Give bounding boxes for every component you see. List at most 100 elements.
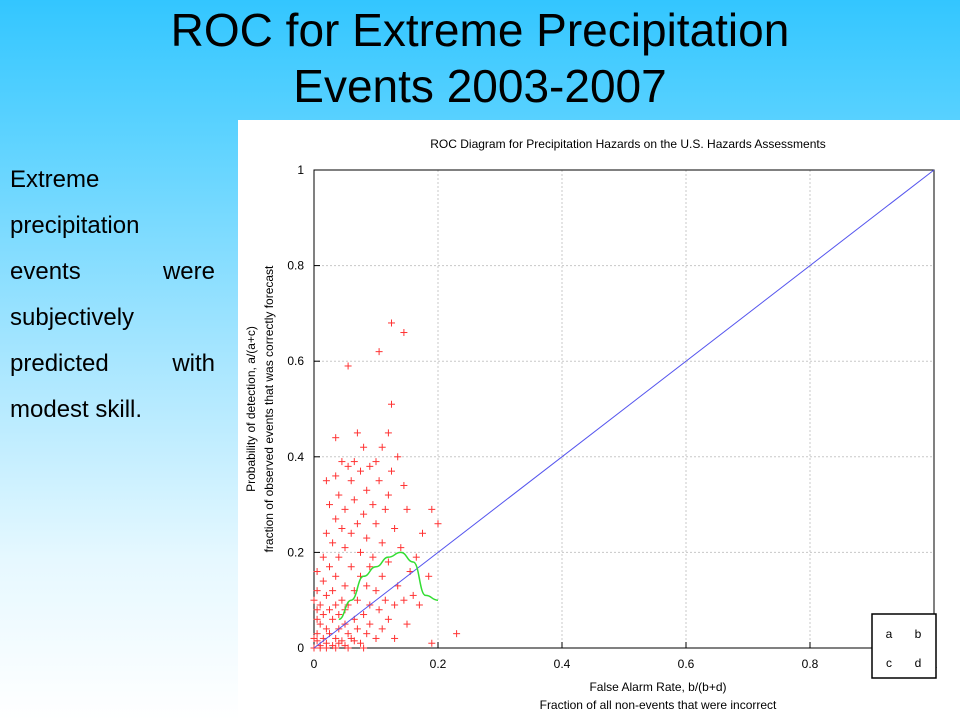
roc-point bbox=[391, 525, 399, 532]
roc-point bbox=[332, 472, 340, 480]
y-axis-label-line2: fraction of observed events that was cor… bbox=[262, 265, 276, 552]
roc-point bbox=[326, 501, 333, 509]
roc-point bbox=[403, 505, 411, 513]
plot-frame bbox=[313, 169, 935, 649]
roc-point bbox=[419, 529, 426, 537]
x-tick-label: 0.6 bbox=[678, 657, 695, 671]
roc-point bbox=[403, 620, 411, 628]
roc-point bbox=[341, 582, 349, 590]
x-tick-label: 0 bbox=[311, 657, 318, 671]
roc-point bbox=[372, 634, 380, 642]
contingency-table: a b c d bbox=[871, 613, 937, 679]
body-text: Extreme precipitation events were subject… bbox=[10, 157, 215, 433]
roc-point bbox=[316, 601, 324, 609]
roc-point bbox=[357, 548, 364, 556]
roc-point bbox=[375, 606, 383, 614]
roc-point bbox=[363, 582, 371, 590]
roc-point bbox=[322, 644, 330, 652]
slide-title-line2: Events 2003-2007 bbox=[293, 60, 667, 112]
roc-point bbox=[409, 591, 417, 599]
roc-chart: ROC Diagram for Precipitation Hazards on… bbox=[244, 137, 938, 712]
roc-point bbox=[428, 639, 436, 647]
roc-point bbox=[372, 458, 380, 466]
contingency-cell-d: d bbox=[915, 656, 922, 670]
roc-point bbox=[313, 615, 321, 623]
chart-grid bbox=[314, 170, 934, 648]
contingency-table-frame bbox=[871, 613, 937, 679]
roc-point bbox=[310, 634, 318, 642]
roc-point bbox=[338, 637, 346, 645]
roc-point bbox=[316, 644, 324, 652]
x-axis-label-line1: False Alarm Rate, b/(b+d) bbox=[589, 680, 726, 694]
roc-point bbox=[391, 601, 399, 609]
roc-point bbox=[384, 558, 392, 566]
roc-point bbox=[353, 520, 361, 528]
roc-point bbox=[363, 534, 371, 542]
roc-point bbox=[388, 400, 395, 408]
roc-point bbox=[400, 481, 408, 489]
roc-point bbox=[338, 596, 346, 604]
roc-point bbox=[332, 515, 340, 523]
roc-point bbox=[360, 510, 368, 518]
roc-point bbox=[319, 611, 327, 619]
y-tick-label: 0 bbox=[297, 641, 304, 655]
roc-point bbox=[363, 486, 371, 494]
roc-point bbox=[381, 505, 389, 513]
roc-point bbox=[372, 587, 380, 595]
roc-point bbox=[319, 553, 327, 561]
x-tick-label: 0.8 bbox=[802, 657, 819, 671]
roc-point bbox=[378, 572, 386, 580]
roc-point bbox=[415, 601, 423, 609]
roc-point bbox=[329, 615, 337, 623]
roc-point bbox=[369, 553, 377, 561]
roc-point bbox=[360, 611, 368, 619]
roc-point bbox=[378, 539, 386, 547]
roc-point bbox=[350, 637, 358, 645]
roc-point bbox=[357, 639, 364, 647]
roc-point bbox=[384, 429, 392, 437]
roc-point bbox=[332, 572, 340, 580]
y-tick-label: 0.2 bbox=[287, 545, 304, 559]
roc-point bbox=[375, 477, 383, 485]
roc-point bbox=[341, 505, 349, 513]
axis-ticks: 00.20.40.60.8100.20.40.60.81 bbox=[287, 163, 937, 671]
roc-point bbox=[344, 630, 352, 638]
body-line-6: modest skill. bbox=[10, 396, 143, 423]
roc-point bbox=[344, 362, 352, 370]
roc-point bbox=[335, 611, 343, 619]
roc-point bbox=[357, 467, 364, 475]
chart-title: ROC Diagram for Precipitation Hazards on… bbox=[430, 137, 825, 151]
roc-point bbox=[353, 429, 361, 437]
roc-point bbox=[360, 644, 368, 652]
no-skill-diagonal bbox=[313, 169, 935, 649]
y-axis-label-line1: Probability of detection, a/(a+c) bbox=[244, 326, 258, 492]
body-line-5: predicted with bbox=[10, 350, 215, 377]
x-tick-label: 0.4 bbox=[554, 657, 571, 671]
roc-point bbox=[369, 501, 377, 509]
roc-point bbox=[384, 615, 392, 623]
roc-point bbox=[344, 462, 352, 470]
roc-point bbox=[378, 625, 386, 633]
roc-point bbox=[350, 458, 358, 466]
roc-point bbox=[394, 453, 402, 461]
roc-point bbox=[366, 620, 374, 628]
roc-point bbox=[335, 491, 343, 499]
roc-point bbox=[329, 539, 337, 547]
roc-point bbox=[350, 496, 358, 504]
roc-point bbox=[353, 596, 361, 604]
slide-title: ROC for Extreme Precipitation Events 200… bbox=[0, 2, 960, 114]
roc-point bbox=[391, 634, 399, 642]
roc-point bbox=[428, 505, 436, 513]
y-tick-label: 0.6 bbox=[287, 354, 304, 368]
roc-point bbox=[425, 572, 433, 580]
roc-point bbox=[335, 553, 343, 561]
roc-point bbox=[313, 568, 321, 576]
roc-point bbox=[332, 634, 340, 642]
roc-point bbox=[316, 620, 324, 628]
roc-point bbox=[372, 520, 380, 528]
roc-point bbox=[322, 591, 330, 599]
roc-point bbox=[400, 329, 408, 337]
roc-point bbox=[319, 577, 327, 585]
x-tick-label: 0.2 bbox=[430, 657, 447, 671]
roc-point bbox=[344, 644, 352, 652]
